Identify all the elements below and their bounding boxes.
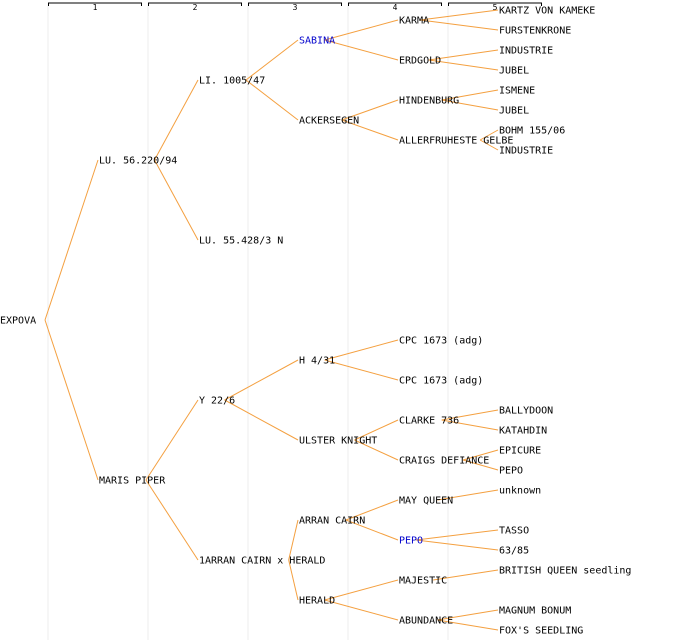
pedigree-node: H 4/31 bbox=[299, 356, 335, 367]
pedigree-node: KATAHDIN bbox=[499, 426, 547, 437]
pedigree-edge bbox=[420, 19, 499, 31]
pedigree-node: ULSTER KNIGHT bbox=[299, 436, 377, 447]
pedigree-edge bbox=[324, 339, 399, 361]
pedigree-node: unknown bbox=[499, 486, 541, 497]
pedigree-node: KARTZ VON KAMEKE bbox=[499, 6, 595, 17]
pedigree-edge bbox=[354, 419, 399, 441]
pedigree-edge bbox=[441, 409, 499, 421]
pedigree-labels: EXPOVA LU. 56.220/94 LI. 1005/47 SABINA KARM… bbox=[0, 6, 631, 637]
column-number: 2 bbox=[193, 3, 198, 12]
pedigree-edge bbox=[420, 9, 499, 21]
pedigree-node: PEPO bbox=[499, 466, 523, 477]
column-header-4: 4 bbox=[348, 2, 442, 12]
pedigree-node: INDUSTRIE bbox=[499, 46, 553, 57]
pedigree-edge bbox=[145, 479, 199, 561]
pedigree-node: TASSO bbox=[499, 526, 529, 537]
pedigree-edge bbox=[354, 439, 399, 461]
pedigree-node: MARIS PIPER bbox=[99, 476, 166, 487]
pedigree-node: FOX'S SEEDLING bbox=[499, 626, 583, 637]
pedigree-edge bbox=[288, 559, 299, 601]
pedigree-edge bbox=[145, 399, 199, 481]
pedigree-node: 63/85 bbox=[499, 546, 529, 557]
pedigree-edges bbox=[44, 9, 499, 631]
pedigree-root: EXPOVA bbox=[0, 316, 36, 327]
column-number: 4 bbox=[393, 3, 398, 12]
column-number: 1 bbox=[93, 3, 98, 12]
pedigree-node: 1ARRAN CAIRN x HERALD bbox=[199, 556, 325, 567]
pedigree-node: INDUSTRIE bbox=[499, 146, 553, 157]
pedigree-edge bbox=[154, 79, 199, 161]
pedigree-edge bbox=[44, 159, 99, 321]
pedigree-edge bbox=[437, 609, 499, 621]
pedigree-edge bbox=[441, 89, 499, 101]
pedigree-edge bbox=[462, 449, 499, 461]
pedigree-node: ABUNDANCE bbox=[399, 616, 453, 627]
column-header-5: 5 bbox=[448, 2, 542, 12]
pedigree-edge bbox=[224, 399, 299, 441]
pedigree-node: CPC 1673 (adg) bbox=[399, 376, 483, 387]
pedigree-node: SABINA bbox=[299, 36, 335, 47]
pedigree-edge bbox=[428, 49, 499, 61]
pedigree-edge bbox=[428, 59, 499, 71]
pedigree-edge bbox=[341, 99, 399, 121]
pedigree-edge bbox=[437, 489, 499, 501]
pedigree-node: CLARKE 736 bbox=[399, 416, 459, 427]
pedigree-node: ERDGOLD bbox=[399, 56, 441, 67]
pedigree-edge bbox=[245, 39, 299, 81]
column-number: 3 bbox=[293, 3, 298, 12]
pedigree-edge bbox=[224, 359, 299, 401]
pedigree-edge bbox=[324, 599, 399, 621]
pedigree-node: PEPO bbox=[399, 536, 423, 547]
pedigree-edge bbox=[462, 459, 499, 471]
pedigree-edge bbox=[416, 529, 499, 541]
pedigree-node: CRAIGS DEFIANCE bbox=[399, 456, 489, 467]
pedigree-node: BALLYDOON bbox=[499, 406, 553, 417]
pedigree-edge bbox=[324, 19, 399, 41]
pedigree-edge bbox=[441, 99, 499, 111]
column-number: 5 bbox=[493, 3, 498, 12]
pedigree-edge bbox=[324, 359, 399, 381]
pedigree-node: Y 22/6 bbox=[199, 396, 235, 407]
column-header-2: 2 bbox=[148, 2, 242, 12]
pedigree-node: ISMENE bbox=[499, 86, 535, 97]
pedigree-edge bbox=[44, 319, 99, 481]
pedigree-node: ALLERFRUHESTE GELBE bbox=[399, 136, 513, 147]
pedigree-node: MAGNUM BONUM bbox=[499, 606, 571, 617]
pedigree-edge bbox=[416, 539, 499, 551]
column-header-3: 3 bbox=[248, 2, 342, 12]
pedigree-node: MAY QUEEN bbox=[399, 496, 453, 507]
pedigree-edge bbox=[479, 129, 499, 141]
pedigree-node: FURSTENKRONE bbox=[499, 26, 571, 37]
pedigree-node: JUBEL bbox=[499, 106, 529, 117]
pedigree-edge bbox=[441, 419, 499, 431]
pedigree-node: LI. 1005/47 bbox=[199, 76, 265, 87]
pedigree-edge bbox=[324, 39, 399, 61]
pedigree-edge bbox=[288, 519, 299, 561]
pedigree-node: ARRAN CAIRN bbox=[299, 516, 365, 527]
pedigree-edge bbox=[245, 79, 299, 121]
pedigree-edge bbox=[433, 569, 499, 581]
pedigree-node: JUBEL bbox=[499, 66, 529, 77]
pedigree-edge bbox=[154, 159, 199, 241]
pedigree-edge bbox=[479, 139, 499, 151]
pedigree-node: HERALD bbox=[299, 596, 335, 607]
pedigree-node: CPC 1673 (adg) bbox=[399, 336, 483, 347]
pedigree-node: BRITISH QUEEN seedling bbox=[499, 566, 631, 577]
pedigree-node: BOHM 155/06 bbox=[499, 126, 565, 137]
pedigree-node: LU. 55.428/3 N bbox=[199, 236, 283, 247]
pedigree-node: EPICURE bbox=[499, 446, 541, 457]
pedigree-node: MAJESTIC bbox=[399, 576, 447, 587]
pedigree-edge bbox=[324, 579, 399, 601]
pedigree-edge bbox=[437, 619, 499, 631]
pedigree-node: HINDENBURG bbox=[399, 96, 459, 107]
pedigree-edge bbox=[341, 119, 399, 141]
pedigree-edge bbox=[345, 519, 399, 541]
pedigree-node: KARMA bbox=[399, 16, 429, 27]
pedigree-node: LU. 56.220/94 bbox=[99, 156, 177, 167]
pedigree-node: ACKERSEGEN bbox=[299, 116, 359, 127]
pedigree-edge bbox=[345, 499, 399, 521]
column-header-1: 1 bbox=[48, 2, 142, 12]
